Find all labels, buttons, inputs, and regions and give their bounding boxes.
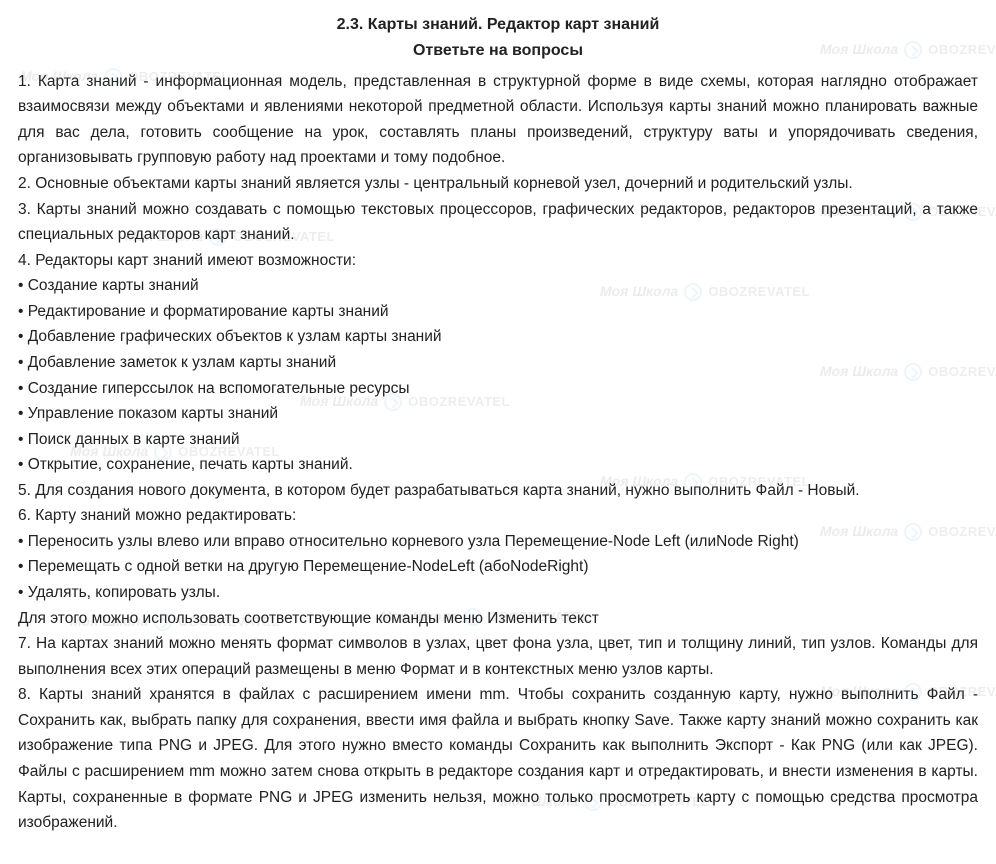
bullet-6-3: • Удалять, копировать узлы. [18,580,978,606]
document-page: 2.3. Карты знаний. Редактор карт знаний … [0,0,996,864]
paragraph-6-intro: 6. Карту знаний можно редактировать: [18,503,978,529]
paragraph-4-intro: 4. Редакторы карт знаний имеют возможнос… [18,248,978,274]
paragraph-7: 7. На картах знаний можно менять формат … [18,631,978,682]
section-subtitle: Ответьте на вопросы [18,38,978,64]
paragraph-3: 3. Карты знаний можно создавать с помощь… [18,197,978,248]
bullet-6-1: • Переносить узлы влево или вправо относ… [18,529,978,555]
paragraph-2: 2. Основные объектами карты знаний являе… [18,171,978,197]
bullet-4-1: • Создание карты знаний [18,273,978,299]
paragraph-1: 1. Карта знаний - информационная модель,… [18,69,978,171]
paragraph-8: 8. Карты знаний хранятся в файлах с расш… [18,682,978,835]
bullet-4-6: • Управление показом карты знаний [18,401,978,427]
bullet-4-3: • Добавление графических объектов к узла… [18,324,978,350]
bullet-4-5: • Создание гиперссылок на вспомогательны… [18,376,978,402]
bullet-4-2: • Редактирование и форматирование карты … [18,299,978,325]
section-title: 2.3. Карты знаний. Редактор карт знаний [18,12,978,38]
bullet-4-7: • Поиск данных в карте знаний [18,427,978,453]
paragraph-5: 5. Для создания нового документа, в кото… [18,478,978,504]
bullet-6-2: • Перемещать с одной ветки на другую Пер… [18,554,978,580]
paragraph-6-note: Для этого можно использовать соответству… [18,606,978,632]
bullet-4-4: • Добавление заметок к узлам карты знани… [18,350,978,376]
bullet-4-8: • Открытие, сохранение, печать карты зна… [18,452,978,478]
